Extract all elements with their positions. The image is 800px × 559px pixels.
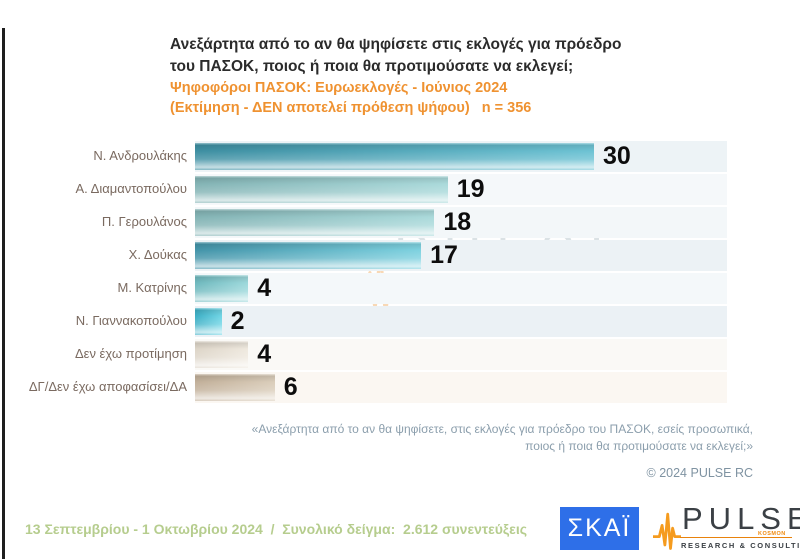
pulse-logo-divider xyxy=(680,537,792,538)
fieldwork-note: 13 Σεπτεμβρίου - 1 Οκτωβρίου 2024 / Συνο… xyxy=(25,521,527,537)
pulse-logo-wordmark: PULSE xyxy=(682,501,800,536)
bar-value-label: 4 xyxy=(257,340,272,368)
bar-value-label: 18 xyxy=(443,208,472,236)
bar-category-label: Ν. Ανδρουλάκης xyxy=(93,148,187,164)
bar-track: 18 xyxy=(195,207,727,238)
bar-row: Α. Διαμαντοπούλου 19 xyxy=(8,174,727,205)
bar xyxy=(195,143,594,170)
copyright-notice: © 2024 PULSE RC xyxy=(646,466,753,480)
bar-value-label: 17 xyxy=(430,241,458,269)
bar-track: 4 xyxy=(195,273,727,304)
bar xyxy=(195,374,275,401)
bar-track: 19 xyxy=(195,174,727,205)
bar-category-label: ΔΓ/Δεν έχω αποφασίσει/ΔΑ xyxy=(28,379,187,395)
bar-value-label: 2 xyxy=(230,307,245,335)
bar-value-label: 30 xyxy=(603,142,631,170)
bar-category-label: Ν. Γιαννακοπούλου xyxy=(75,313,187,329)
header: Ανεξάρτητα από το αν θα ψηφίσετε στις εκ… xyxy=(170,34,640,119)
bar xyxy=(195,242,422,269)
subtitle-line2: (Εκτίμηση - ΔΕΝ αποτελεί πρόθεση ψήφου) … xyxy=(170,99,532,116)
page-title: Ανεξάρτητα από το αν θα ψηφίσετε στις εκ… xyxy=(170,34,640,77)
pulse-rc-logo: PULSE KOSMON RESEARCH & CONSULTING xyxy=(650,501,800,554)
bar-track: 2 xyxy=(195,306,727,337)
pulse-logo-subtext: RESEARCH & CONSULTING xyxy=(681,541,800,550)
quote-line1: «Ανεξάρτητα από το αν θα ψηφίσετε, στις … xyxy=(251,422,753,436)
bar xyxy=(195,275,249,302)
bar-track: 4 xyxy=(195,339,727,370)
bar-category-label: Μ. Κατρίνης xyxy=(117,280,188,296)
bar-track: 30 xyxy=(195,141,727,172)
bar-track: 17 xyxy=(195,240,727,271)
pulse-waveform-icon xyxy=(653,512,681,550)
bar-category-label: Α. Διαμαντοπούλου xyxy=(75,181,187,197)
bar xyxy=(195,341,249,368)
quote-line2: ποιος ή ποια θα προτιμούσατε να εκλεγεί;… xyxy=(525,439,753,454)
bar-chart: Ν. Ανδρουλάκης 30 Α. Διαμαντοπούλου 19 Π. Γε… xyxy=(8,141,727,405)
bar xyxy=(195,176,448,203)
bar-row: Μ. Κατρίνης 4 xyxy=(8,273,727,304)
bar-row: Χ. Δούκας 17 xyxy=(8,240,727,271)
bar xyxy=(195,209,435,236)
title-line1: Ανεξάρτητα από το αν θα ψηφίσετε στις εκ… xyxy=(170,36,622,53)
bar-category-label: Π. Γερουλάνος xyxy=(101,214,187,230)
bar-category-label: Δεν έχω προτίμηση xyxy=(74,346,187,362)
bar-row: Ν. Ανδρουλάκης 30 xyxy=(8,141,727,172)
bar-row: ΔΓ/Δεν έχω αποφασίσει/ΔΑ 6 xyxy=(8,372,727,403)
subtitle: Ψηφοφόροι ΠΑΣΟΚ: Ευρωεκλογές - Ιούνιος 2… xyxy=(170,79,640,118)
bar-value-label: 6 xyxy=(283,373,298,401)
title-line2: του ΠΑΣΟΚ, ποιος ή ποια θα προτιμούσατε … xyxy=(170,57,574,75)
survey-question-quote: «Ανεξάρτητα από το αν θα ψηφίσετε, στις … xyxy=(133,421,753,456)
bar-row: Π. Γερουλάνος 18 xyxy=(8,207,727,238)
pulse-logo-kosmon-label: KOSMON xyxy=(758,531,786,537)
bar-value-label: 4 xyxy=(257,274,272,302)
bar-value-label: 19 xyxy=(456,175,485,203)
bar-row: Ν. Γιαννακοπούλου 2 xyxy=(8,306,727,337)
skai-logo: ΣΚΑΪ xyxy=(560,507,639,550)
skai-logo-text: ΣΚΑΪ xyxy=(567,514,632,542)
subtitle-line1: Ψηφοφόροι ΠΑΣΟΚ: Ευρωεκλογές - Ιούνιος 2… xyxy=(170,80,508,97)
bar xyxy=(195,308,222,335)
bar-track: 6 xyxy=(195,372,727,403)
left-border-line xyxy=(2,28,5,559)
bar-row: Δεν έχω προτίμηση 4 xyxy=(8,339,727,370)
bar-category-label: Χ. Δούκας xyxy=(128,247,187,263)
